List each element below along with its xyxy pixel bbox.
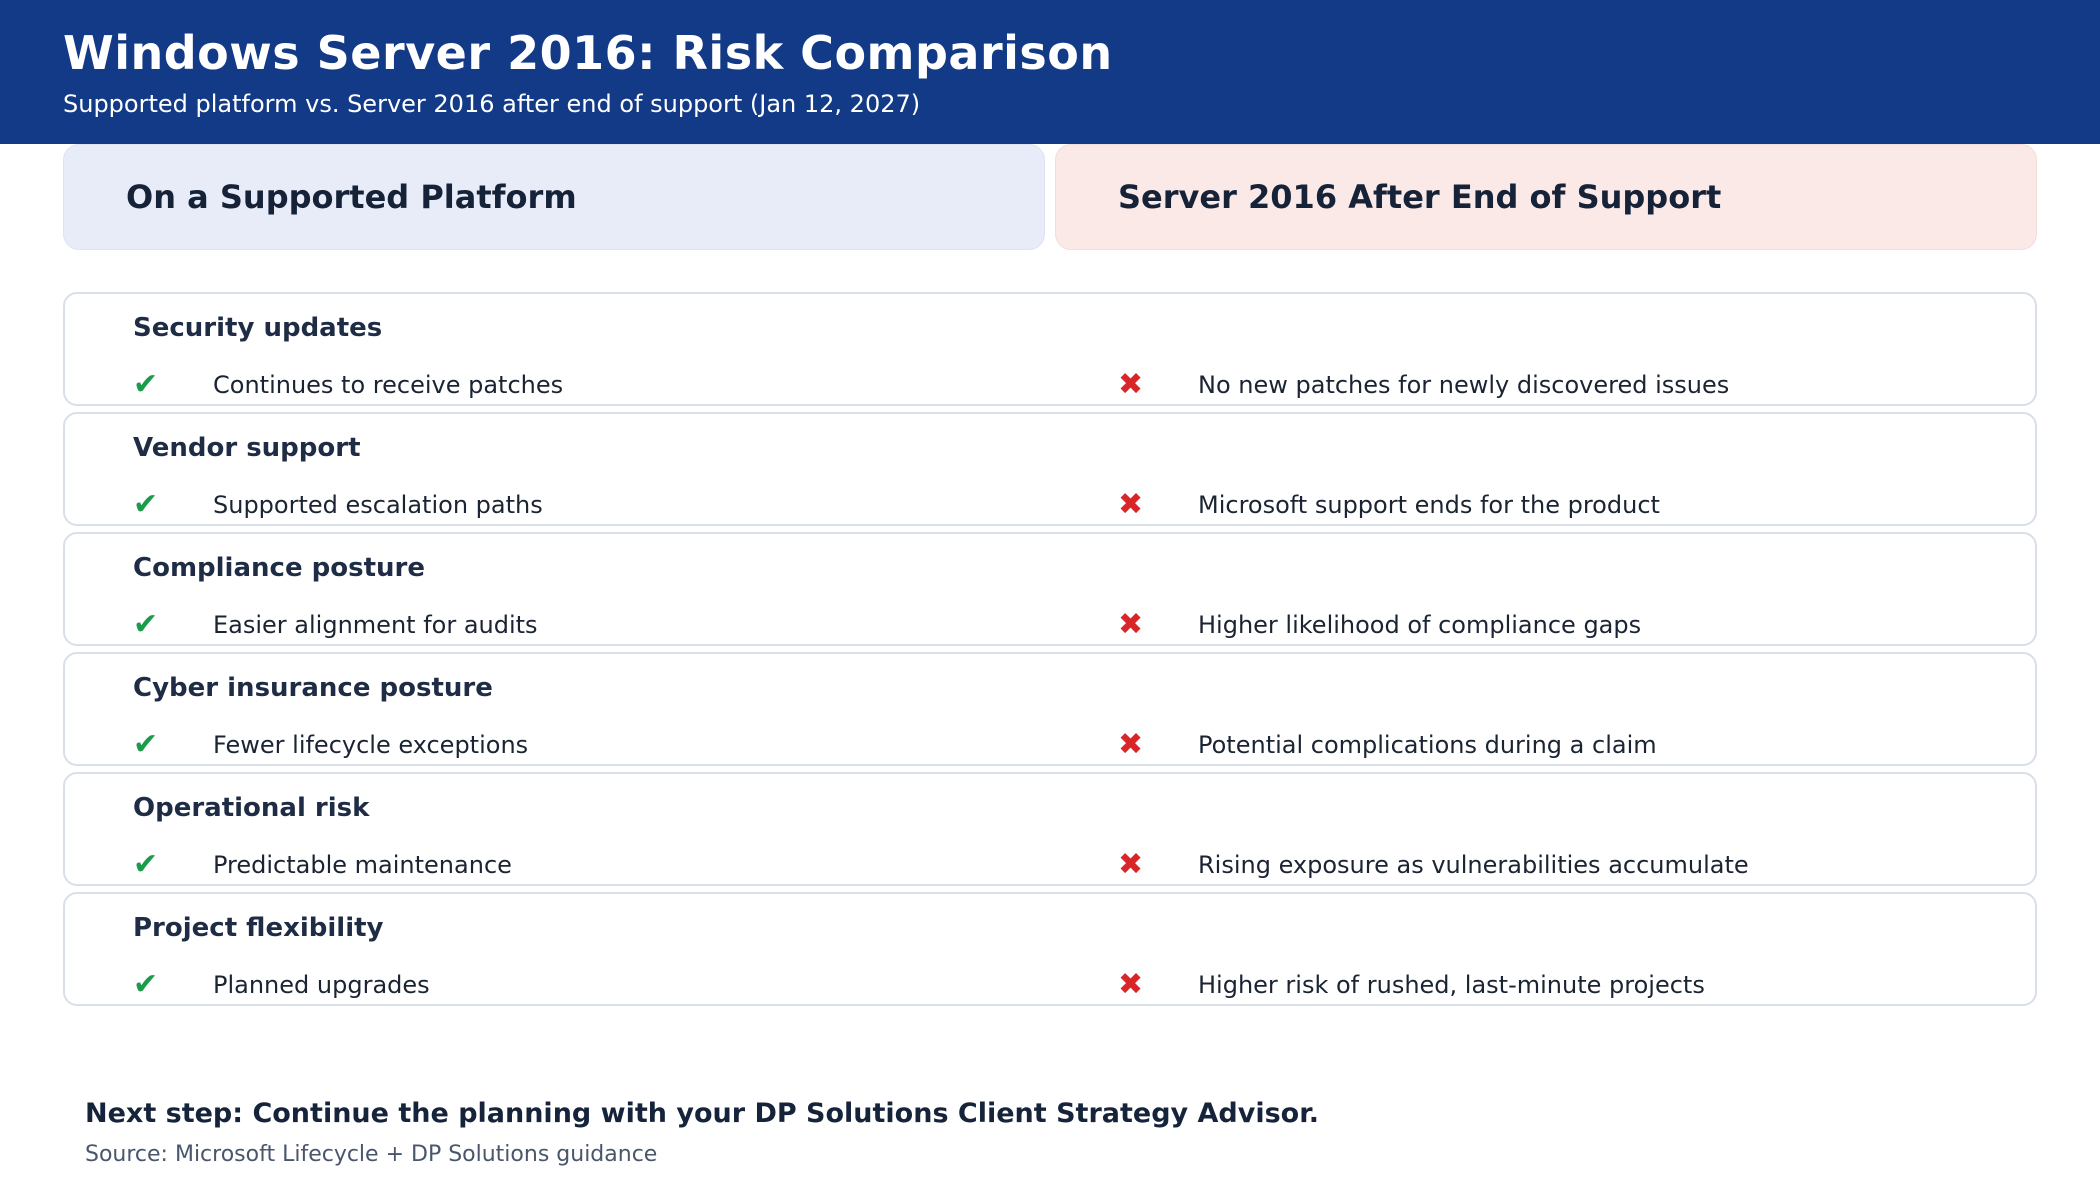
row-category: Compliance posture — [133, 553, 425, 583]
pro-text: Predictable maintenance — [213, 851, 512, 879]
check-icon: ✔ — [133, 727, 159, 762]
source-text: Source: Microsoft Lifecycle + DP Solutio… — [85, 1142, 658, 1167]
pro-text: Easier alignment for audits — [213, 611, 538, 639]
row-category: Security updates — [133, 313, 383, 343]
row-cyber-insurance-posture: Cyber insurance posture ✔ Fewer lifecycl… — [63, 652, 2037, 766]
check-icon: ✔ — [133, 487, 159, 522]
con-text: Microsoft support ends for the product — [1198, 491, 1660, 519]
con-text: Higher likelihood of compliance gaps — [1198, 611, 1642, 639]
page-subtitle: Supported platform vs. Server 2016 after… — [63, 90, 921, 118]
pro-text: Continues to receive patches — [213, 371, 564, 399]
column-header-supported-platform: On a Supported Platform — [63, 144, 1045, 250]
cross-icon: ✖ — [1118, 967, 1144, 1002]
con-text: Rising exposure as vulnerabilities accum… — [1198, 851, 1749, 879]
pro-item: ✔ Fewer lifecycle exceptions — [133, 726, 1050, 764]
row-category: Vendor support — [133, 433, 361, 463]
row-security-updates: Security updates ✔ Continues to receive … — [63, 292, 2037, 406]
column-header-supported-label: On a Supported Platform — [126, 178, 577, 216]
pro-text: Supported escalation paths — [213, 491, 543, 519]
row-project-flexibility: Project flexibility ✔ Planned upgrades ✖… — [63, 892, 2037, 1006]
row-category: Operational risk — [133, 793, 370, 823]
row-category: Cyber insurance posture — [133, 673, 493, 703]
next-step-text: Next step: Continue the planning with yo… — [85, 1098, 1319, 1129]
row-vendor-support: Vendor support ✔ Supported escalation pa… — [63, 412, 2037, 526]
cross-icon: ✖ — [1118, 727, 1144, 762]
column-header-after-eos-label: Server 2016 After End of Support — [1118, 178, 1722, 216]
con-item: ✖ Potential complications during a claim — [1118, 726, 2035, 764]
con-item: ✖ Higher likelihood of compliance gaps — [1118, 606, 2035, 644]
con-item: ✖ Higher risk of rushed, last-minute pro… — [1118, 966, 2035, 1004]
pro-item: ✔ Easier alignment for audits — [133, 606, 1050, 644]
page-title: Windows Server 2016: Risk Comparison — [63, 26, 1113, 80]
row-compliance-posture: Compliance posture ✔ Easier alignment fo… — [63, 532, 2037, 646]
con-text: Potential complications during a claim — [1198, 731, 1657, 759]
con-text: No new patches for newly discovered issu… — [1198, 371, 1730, 399]
cross-icon: ✖ — [1118, 847, 1144, 882]
pro-item: ✔ Supported escalation paths — [133, 486, 1050, 524]
check-icon: ✔ — [133, 367, 159, 402]
pro-item: ✔ Continues to receive patches — [133, 366, 1050, 404]
pro-text: Fewer lifecycle exceptions — [213, 731, 529, 759]
cross-icon: ✖ — [1118, 487, 1144, 522]
header-banner: Windows Server 2016: Risk Comparison Sup… — [0, 0, 2100, 144]
con-item: ✖ Rising exposure as vulnerabilities acc… — [1118, 846, 2035, 884]
row-category: Project flexibility — [133, 913, 384, 943]
check-icon: ✔ — [133, 967, 159, 1002]
row-operational-risk: Operational risk ✔ Predictable maintenan… — [63, 772, 2037, 886]
comparison-rows: Security updates ✔ Continues to receive … — [63, 292, 2037, 1006]
check-icon: ✔ — [133, 847, 159, 882]
column-header-after-end-of-support: Server 2016 After End of Support — [1055, 144, 2037, 250]
con-item: ✖ No new patches for newly discovered is… — [1118, 366, 2035, 404]
pro-text: Planned upgrades — [213, 971, 430, 999]
con-item: ✖ Microsoft support ends for the product — [1118, 486, 2035, 524]
column-headers: On a Supported Platform Server 2016 Afte… — [63, 144, 2037, 250]
footer: Next step: Continue the planning with yo… — [85, 1098, 2100, 1168]
pro-item: ✔ Predictable maintenance — [133, 846, 1050, 884]
cross-icon: ✖ — [1118, 367, 1144, 402]
check-icon: ✔ — [133, 607, 159, 642]
con-text: Higher risk of rushed, last-minute proje… — [1198, 971, 1705, 999]
pro-item: ✔ Planned upgrades — [133, 966, 1050, 1004]
cross-icon: ✖ — [1118, 607, 1144, 642]
